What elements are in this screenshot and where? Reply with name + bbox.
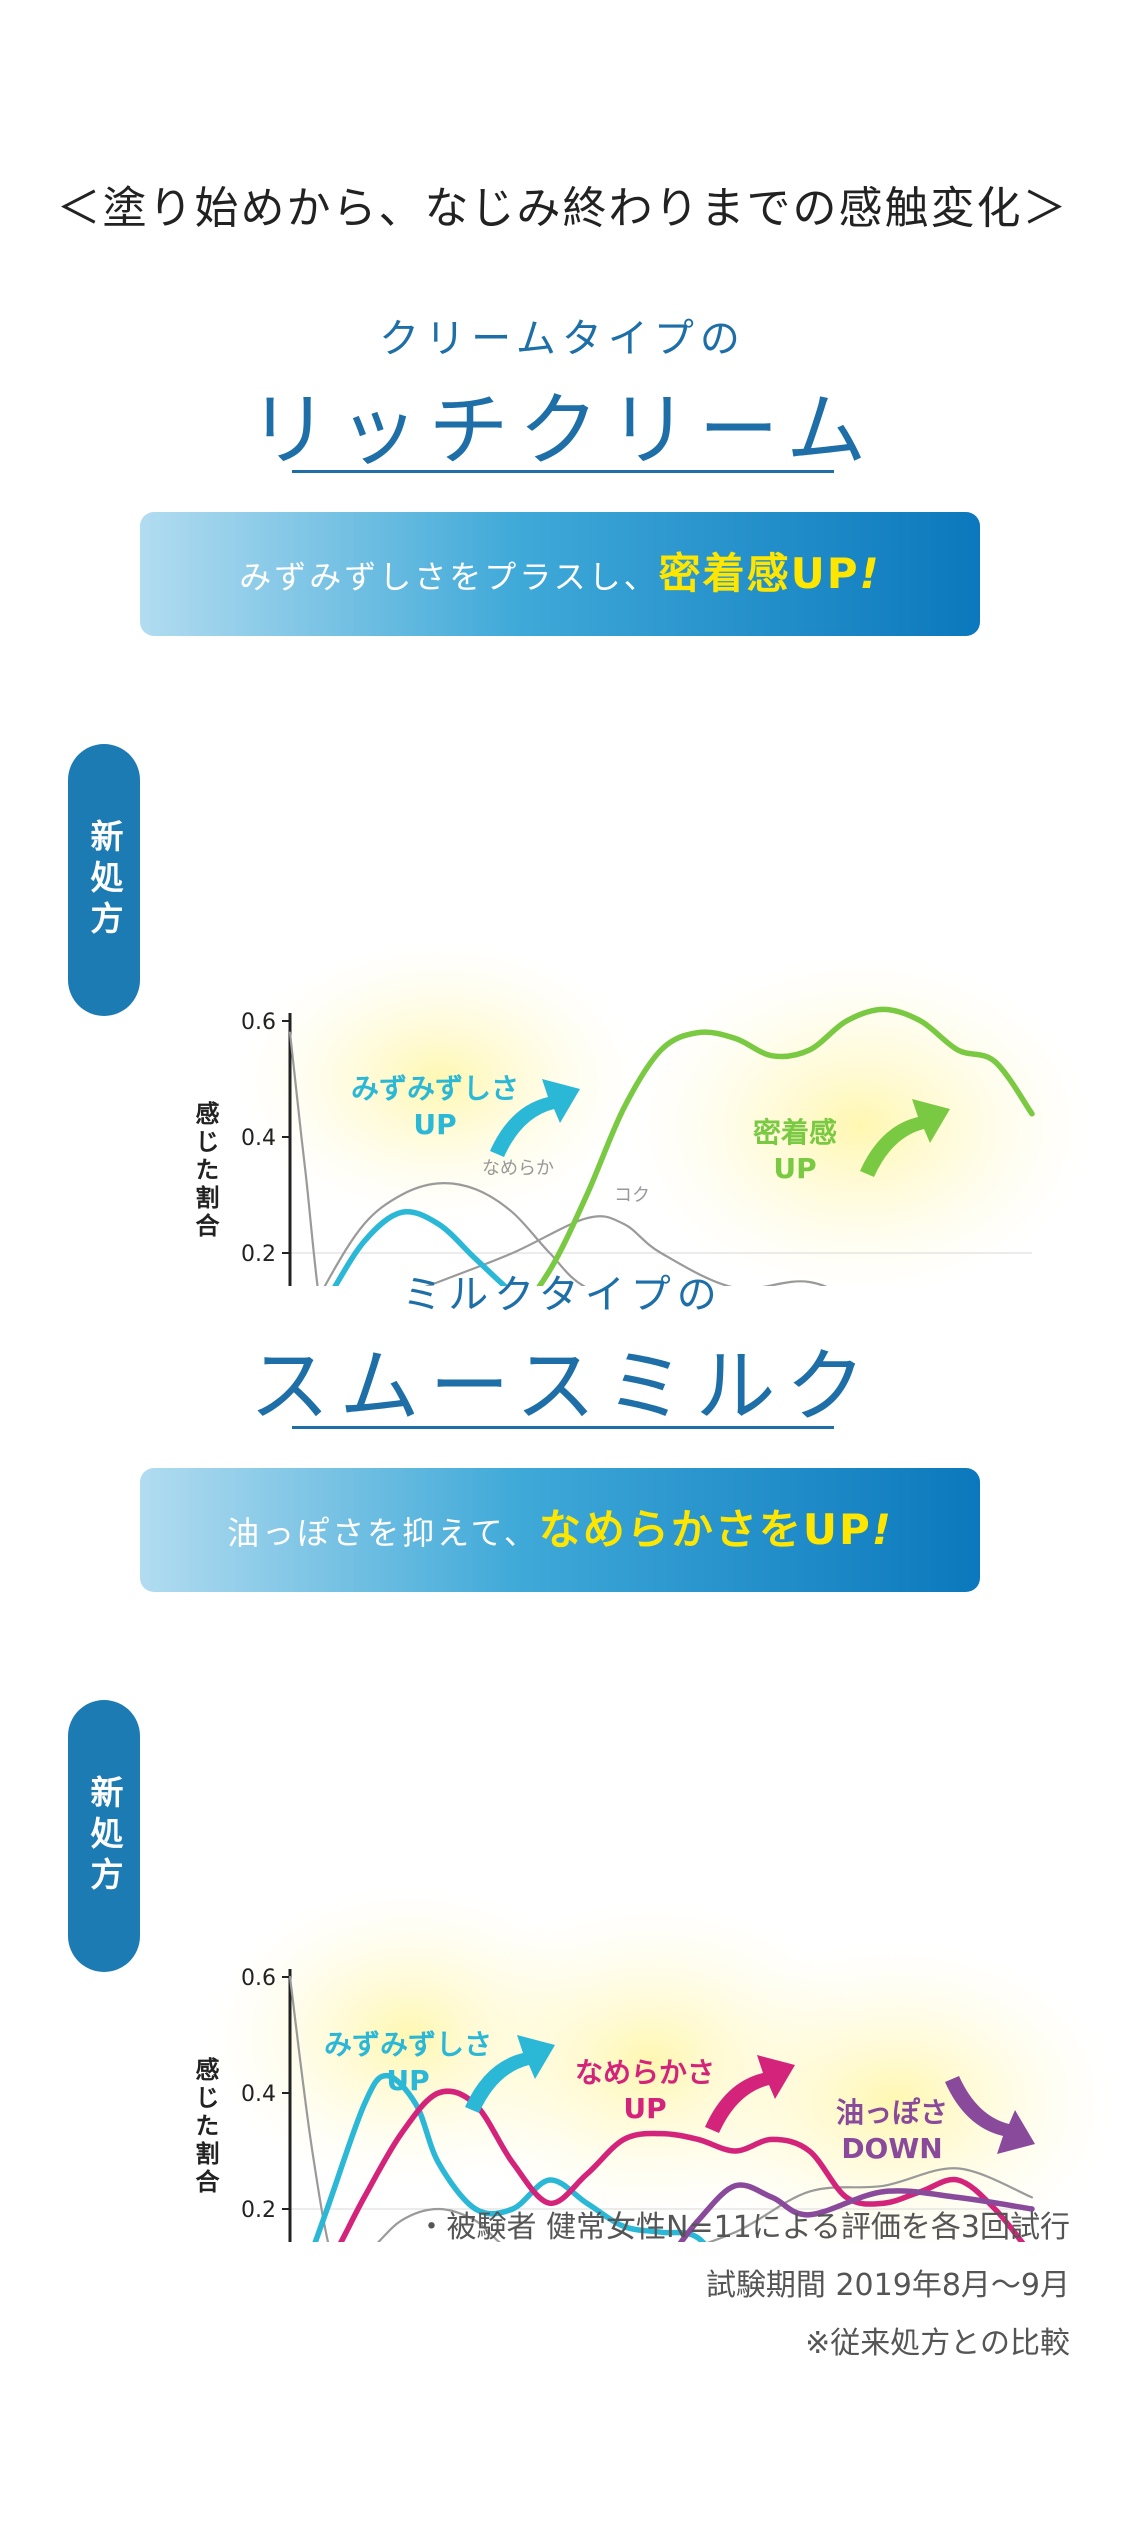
annotation-sublabel: UP [773,1152,816,1185]
annotation-label: みずみずしさ [351,1072,519,1105]
arrow-up-icon [860,1099,950,1177]
series-line-なめらか [323,1182,586,1286]
arrow-up-icon [705,2055,795,2133]
section-rich-cream: クリームタイプの リッチクリーム みずみずしさをプラスし、密着感UP! 新処方 … [0,306,1125,1286]
arrow-down-icon [945,2076,1035,2154]
highlight-glow [675,1942,1115,2242]
series-line-コク [424,1215,828,1286]
y-tick-label: 0.6 [241,1966,276,1991]
annotation-label: 油っぽさ [836,2096,948,2129]
banner-emphasis-text: なめらかさをUP [538,1505,872,1554]
series-line-油っぽさ [677,2182,1035,2242]
annotation-sublabel: UP [386,2064,429,2097]
arrow-up-icon [860,1099,950,1177]
series-line-みずみずしさ [332,1209,509,1286]
annotation-label: なめらかさ [575,2056,715,2089]
banner-exclamation: ! [871,1505,893,1554]
y-tick-label: 0.2 [241,2198,276,2223]
series-line-密着感 [536,1006,1035,1286]
series-line-コク [376,2167,1034,2242]
highlight-glow [630,956,1090,1286]
y-tick-label: 0.2 [241,1242,276,1267]
y-tick-label: 0.6 [241,1010,276,1035]
arrow-down-icon [945,2076,1035,2154]
series-line-なめらかさ [338,2088,1026,2242]
banner-exclamation: ! [859,549,881,598]
annotation-sublabel: UP [413,1108,456,1141]
arrow-up-icon [705,2055,795,2133]
chart-rich-cream: 00.20.40.600.20.40.60.81感じた割合塗り始め塗布時間なじみ… [191,941,1090,1286]
new-formula-badge: 新処方 [68,1700,140,1972]
series-line-上滑り [288,1031,319,1286]
banner-lead-text: 油っぽさを抑えて、 [227,1514,539,1552]
footnote-subjects: ・被験者 健常女性N=11による評価を各3回試行 [416,2210,1070,2245]
y-axis-label: 感じた割合 [191,1100,219,1241]
y-tick-label: 0.4 [241,2082,276,2107]
y-tick-label: 0.4 [241,1126,276,1151]
annotation-sublabel: UP [623,2092,666,2125]
series-line-みずみずしさ [312,2072,707,2242]
footnote-comparison: ※従来処方との比較 [805,2326,1070,2361]
annotation-sublabel: DOWN [841,2132,942,2165]
banner-lead-text: みずみずしさをプラスし、 [239,558,659,596]
section-subtitle: ミルクタイプの [402,1272,723,1318]
product-underline [292,1426,834,1429]
annotation-label: みずみずしさ [324,2028,492,2061]
feature-banner: 油っぽさを抑えて、なめらかさをUP! [140,1468,980,1592]
arrow-up-icon [465,2035,555,2113]
banner-emphasis-text: 密着感UP [658,549,860,598]
page-heading: ＜塗り始めから、なじみ終わりまでの感触変化＞ [56,183,1069,234]
annotation-label: コク [614,1185,650,1206]
product-name: スムースミルク [249,1340,876,1433]
chart-smooth-milk: 00.20.40.600.20.40.60.81感じた割合塗り始め塗布時間なじみ… [191,1887,1115,2242]
annotation-label: 密着感 [753,1116,837,1149]
y-axis-label: 感じた割合 [191,2056,219,2197]
annotation-label: なめらか [482,1158,554,1179]
arrow-up-icon [490,1079,580,1157]
footnote-period: 試験期間 2019年8月〜9月 [705,2268,1070,2303]
section-smooth-milk: ミルクタイプの スムースミルク 油っぽさを抑えて、なめらかさをUP! 新処方 0… [0,1262,1125,2242]
product-underline [292,470,834,473]
highlight-glow [240,941,640,1221]
series-line-上滑り [288,1975,330,2242]
arrow-up-icon [465,2035,555,2113]
product-name: リッチクリーム [248,384,877,477]
feature-banner: みずみずしさをプラスし、密着感UP! [140,512,980,636]
arrow-up-icon [490,1079,580,1157]
new-formula-badge: 新処方 [68,744,140,1016]
section-subtitle: クリームタイプの [379,316,746,362]
